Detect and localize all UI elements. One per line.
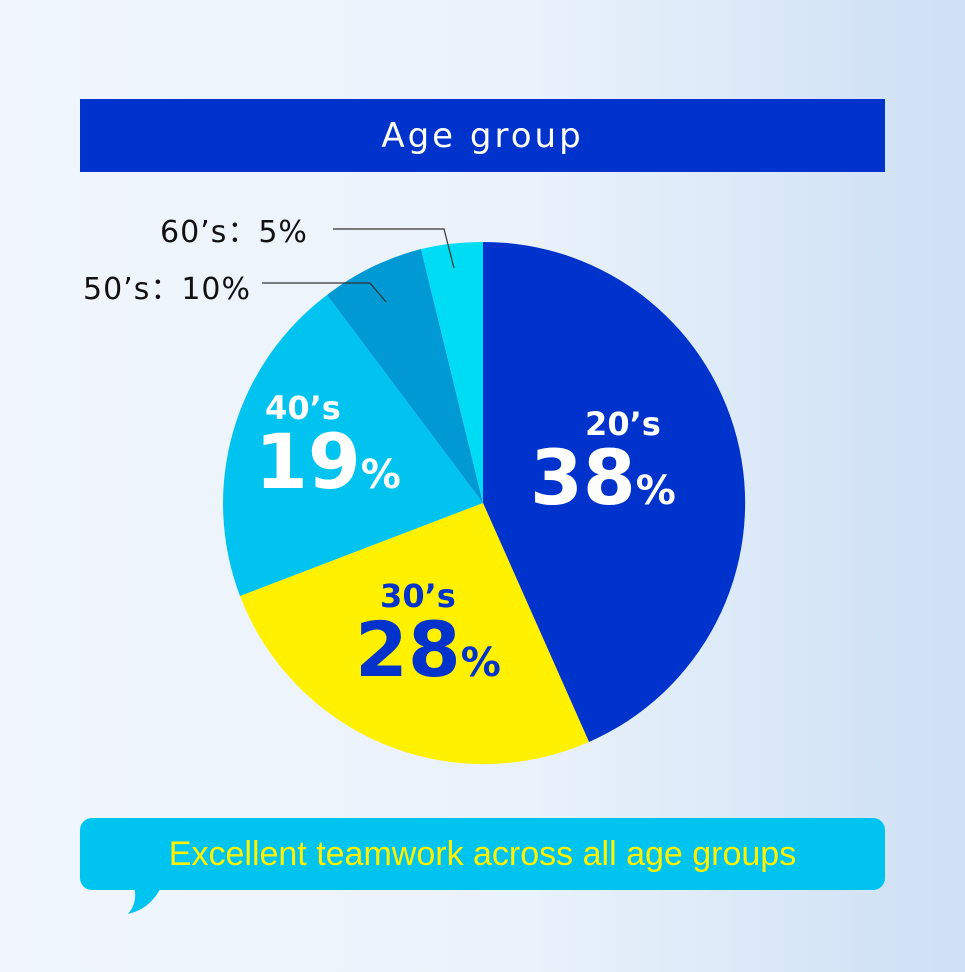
- label-20s-unit: %: [635, 468, 676, 514]
- label-20s: 20’s 38%: [530, 408, 676, 516]
- label-30s-age: 30’s: [380, 577, 456, 615]
- chart-title: Age group: [80, 99, 885, 172]
- leader-line-60s: [333, 228, 455, 269]
- slice-60s: [421, 241, 483, 503]
- label-60s: 60’s：5%: [160, 215, 308, 250]
- label-40s-unit: %: [360, 452, 401, 498]
- slice-50s: [327, 249, 483, 503]
- slice-30s: [240, 503, 589, 765]
- leader-line-50s: [262, 282, 387, 303]
- label-20s-age: 20’s: [585, 405, 661, 443]
- label-50s: 50’s：10%: [83, 272, 252, 307]
- label-30s-unit: %: [460, 640, 501, 686]
- speech-bubble-tail: [128, 880, 164, 914]
- slice-20s: [483, 241, 746, 743]
- caption-bubble: Excellent teamwork across all age groups: [80, 818, 885, 890]
- label-30s: 30’s 28%: [355, 580, 501, 688]
- slice-40s: [223, 295, 484, 596]
- label-40s: 40’s 19%: [255, 392, 401, 500]
- label-40s-value: 19: [255, 417, 361, 506]
- label-20s-value: 38: [530, 433, 636, 522]
- label-30s-value: 28: [355, 605, 461, 694]
- label-40s-age: 40’s: [265, 389, 341, 427]
